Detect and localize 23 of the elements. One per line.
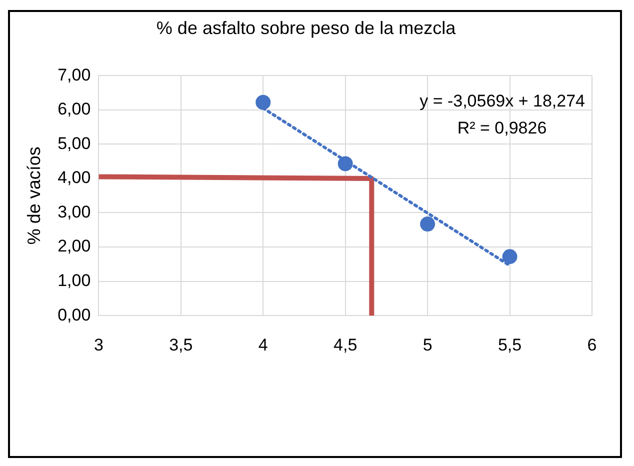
x-tick-label: 5,5 (498, 335, 522, 354)
point (502, 249, 518, 264)
x-tick-label: 4,5 (334, 335, 358, 354)
y-tick-label: 7,00 (58, 65, 91, 84)
y-tick-label: 6,00 (58, 100, 91, 119)
annotation: R² = 0,9826 (457, 118, 547, 138)
y-tick-label: 1,00 (58, 271, 91, 290)
x-tick-label: 6 (587, 335, 597, 354)
point (338, 156, 353, 172)
y-tick-label: 4,00 (58, 168, 91, 188)
annotation: y = -3,0569x + 18,274 (420, 91, 585, 110)
chart-title: % de asfalto sobre peso de la mezcla (156, 18, 457, 38)
x-tick-label: 3,5 (169, 335, 193, 354)
y-tick-label: 0,00 (58, 305, 91, 324)
y-tick-label: 5,00 (58, 134, 91, 153)
y-tick-label: 3,00 (58, 202, 91, 222)
y-tick-label: 2,00 (58, 236, 91, 256)
point (420, 216, 436, 232)
x-tick-label: 5 (422, 335, 432, 354)
x-tick-label: 3 (94, 335, 104, 354)
point (256, 94, 271, 110)
y-axis-title: % de vacíos (24, 146, 44, 245)
x-tick-label: 4 (258, 335, 268, 354)
